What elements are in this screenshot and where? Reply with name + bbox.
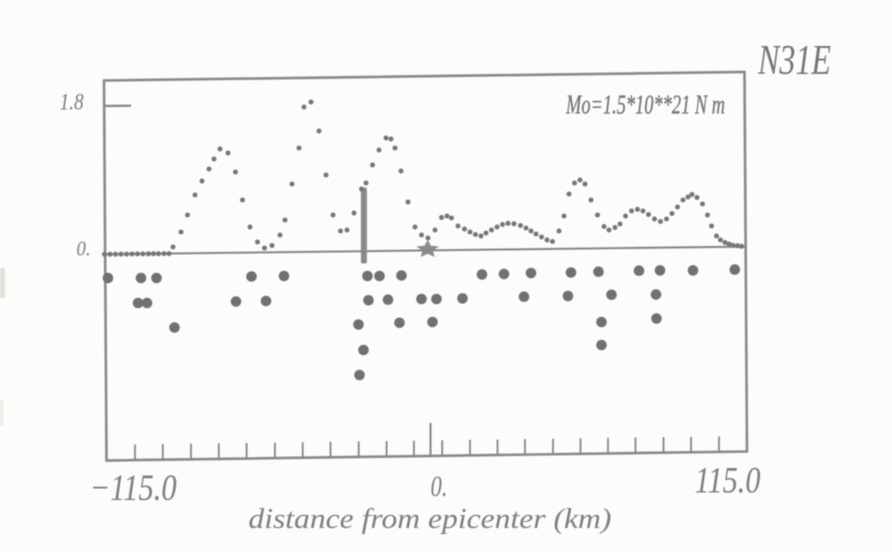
svg-text:Mo=1.5*10**21 N m: Mo=1.5*10**21 N m (565, 89, 725, 120)
svg-text:−115.0: −115.0 (90, 468, 177, 509)
svg-text:N31E: N31E (757, 38, 831, 84)
svg-text:0.: 0. (77, 237, 91, 261)
svg-text:distance from epicenter (km): distance from epicenter (km) (248, 503, 611, 535)
svg-text:0.: 0. (431, 470, 448, 503)
svg-text:1.8: 1.8 (60, 90, 84, 115)
svg-text:115.0: 115.0 (695, 461, 761, 502)
